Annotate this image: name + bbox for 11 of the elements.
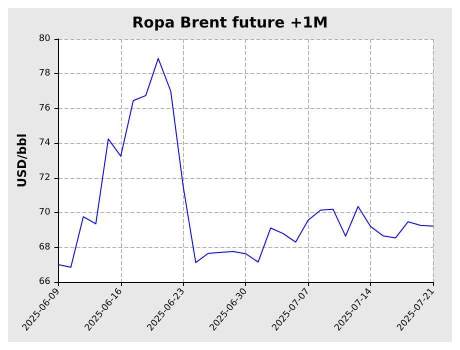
chart-title: Ropa Brent future +1M — [132, 14, 328, 32]
y-tick-label: 78 — [38, 68, 51, 79]
y-tick-label: 68 — [38, 242, 51, 252]
y-tick-label: 76 — [38, 103, 51, 114]
line-series — [58, 58, 434, 268]
y-tick-label: 72 — [38, 172, 50, 183]
y-axis-title: USD/bbl — [15, 133, 29, 188]
y-tick-label: 66 — [38, 277, 51, 287]
y-tick-label: 70 — [38, 208, 51, 218]
y-tick-label: 74 — [38, 138, 51, 148]
y-tick-label: 80 — [38, 34, 51, 44]
